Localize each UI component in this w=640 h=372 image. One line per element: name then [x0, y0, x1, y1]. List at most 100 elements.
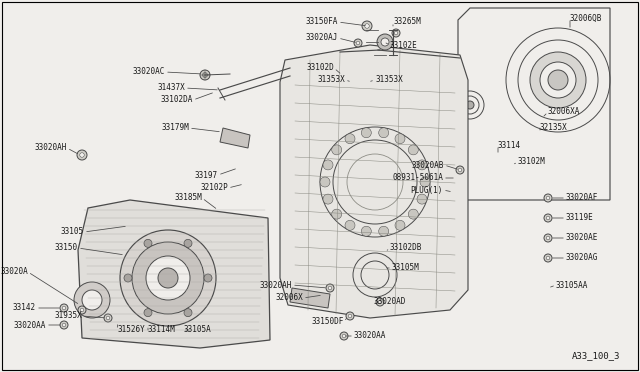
Circle shape	[77, 150, 87, 160]
Text: 33197: 33197	[195, 170, 218, 180]
Circle shape	[365, 24, 369, 28]
Text: 08931-5061A: 08931-5061A	[392, 173, 443, 183]
Text: 33102DB: 33102DB	[390, 244, 422, 253]
Circle shape	[395, 220, 405, 230]
Circle shape	[82, 290, 102, 310]
Circle shape	[204, 274, 212, 282]
Circle shape	[342, 334, 346, 338]
Circle shape	[62, 306, 66, 310]
Circle shape	[146, 256, 190, 300]
Circle shape	[345, 220, 355, 230]
Circle shape	[546, 256, 550, 260]
Text: 33020AG: 33020AG	[566, 253, 598, 263]
Text: A33_100_3: A33_100_3	[572, 352, 620, 360]
Text: 31437X: 31437X	[157, 83, 185, 93]
Circle shape	[544, 254, 552, 262]
Circle shape	[530, 52, 586, 108]
Circle shape	[379, 226, 388, 236]
Circle shape	[328, 286, 332, 290]
Circle shape	[144, 239, 152, 247]
Circle shape	[381, 38, 389, 46]
Circle shape	[377, 34, 393, 50]
Text: 33020AA: 33020AA	[354, 331, 387, 340]
Text: 32102P: 32102P	[200, 183, 228, 192]
Text: 33020AB: 33020AB	[412, 160, 444, 170]
Text: 31353X: 31353X	[375, 76, 403, 84]
Circle shape	[408, 145, 419, 155]
Circle shape	[332, 209, 342, 219]
Circle shape	[548, 70, 568, 90]
Circle shape	[420, 177, 430, 187]
Circle shape	[323, 160, 333, 170]
Text: 33020AA: 33020AA	[13, 321, 46, 330]
Text: 33020AE: 33020AE	[566, 234, 598, 243]
Text: 33020AC: 33020AC	[132, 67, 165, 77]
Circle shape	[158, 268, 178, 288]
Circle shape	[184, 309, 192, 317]
Circle shape	[394, 31, 398, 35]
Circle shape	[356, 41, 360, 45]
Circle shape	[200, 70, 210, 80]
Circle shape	[74, 282, 110, 318]
Text: 31526Y: 31526Y	[117, 326, 145, 334]
Circle shape	[546, 196, 550, 200]
Circle shape	[546, 216, 550, 220]
Polygon shape	[280, 45, 468, 318]
Text: 33179M: 33179M	[161, 124, 189, 132]
Circle shape	[362, 226, 371, 236]
Text: 33020A: 33020A	[0, 267, 28, 276]
Text: PLUG(1): PLUG(1)	[411, 186, 443, 195]
Text: 33020AH: 33020AH	[35, 144, 67, 153]
Text: 33114: 33114	[498, 141, 521, 150]
Circle shape	[184, 239, 192, 247]
Text: 33150FA: 33150FA	[306, 17, 338, 26]
Text: 33102D: 33102D	[307, 64, 334, 73]
Circle shape	[320, 177, 330, 187]
Circle shape	[345, 134, 355, 144]
Circle shape	[144, 309, 152, 317]
Text: 33102DA: 33102DA	[161, 96, 193, 105]
Polygon shape	[220, 128, 250, 148]
Circle shape	[348, 314, 352, 318]
Circle shape	[124, 274, 132, 282]
Text: 33105M: 33105M	[392, 263, 420, 273]
Text: 33150DF: 33150DF	[312, 317, 344, 327]
Circle shape	[323, 194, 333, 204]
Circle shape	[378, 300, 382, 304]
Text: 33119E: 33119E	[566, 214, 594, 222]
Circle shape	[202, 73, 207, 77]
Circle shape	[332, 145, 342, 155]
Circle shape	[379, 128, 388, 138]
Text: 33020AF: 33020AF	[566, 193, 598, 202]
Text: 33102M: 33102M	[518, 157, 546, 167]
Text: 33102E: 33102E	[390, 41, 418, 49]
Circle shape	[395, 134, 405, 144]
Circle shape	[346, 312, 354, 320]
Text: 33185M: 33185M	[174, 193, 202, 202]
Text: 31353X: 31353X	[317, 76, 345, 84]
Text: 33105A: 33105A	[183, 326, 211, 334]
Text: 31935X: 31935X	[54, 311, 82, 321]
Circle shape	[546, 236, 550, 240]
Circle shape	[458, 168, 462, 172]
Circle shape	[544, 194, 552, 202]
Text: 33105AA: 33105AA	[556, 280, 588, 289]
Circle shape	[362, 128, 371, 138]
Circle shape	[544, 234, 552, 242]
Polygon shape	[290, 288, 330, 308]
Circle shape	[80, 153, 84, 157]
Text: 32006XA: 32006XA	[548, 108, 580, 116]
Text: 33150: 33150	[55, 244, 78, 253]
Text: 33020AD: 33020AD	[374, 298, 406, 307]
Circle shape	[540, 62, 576, 98]
Circle shape	[417, 194, 427, 204]
Circle shape	[62, 323, 66, 327]
Text: 32135X: 32135X	[540, 124, 568, 132]
Circle shape	[417, 160, 427, 170]
Circle shape	[132, 242, 204, 314]
Circle shape	[354, 39, 362, 47]
Text: 32006QB: 32006QB	[570, 13, 602, 22]
Circle shape	[326, 284, 334, 292]
Circle shape	[78, 306, 86, 314]
Circle shape	[104, 314, 112, 322]
